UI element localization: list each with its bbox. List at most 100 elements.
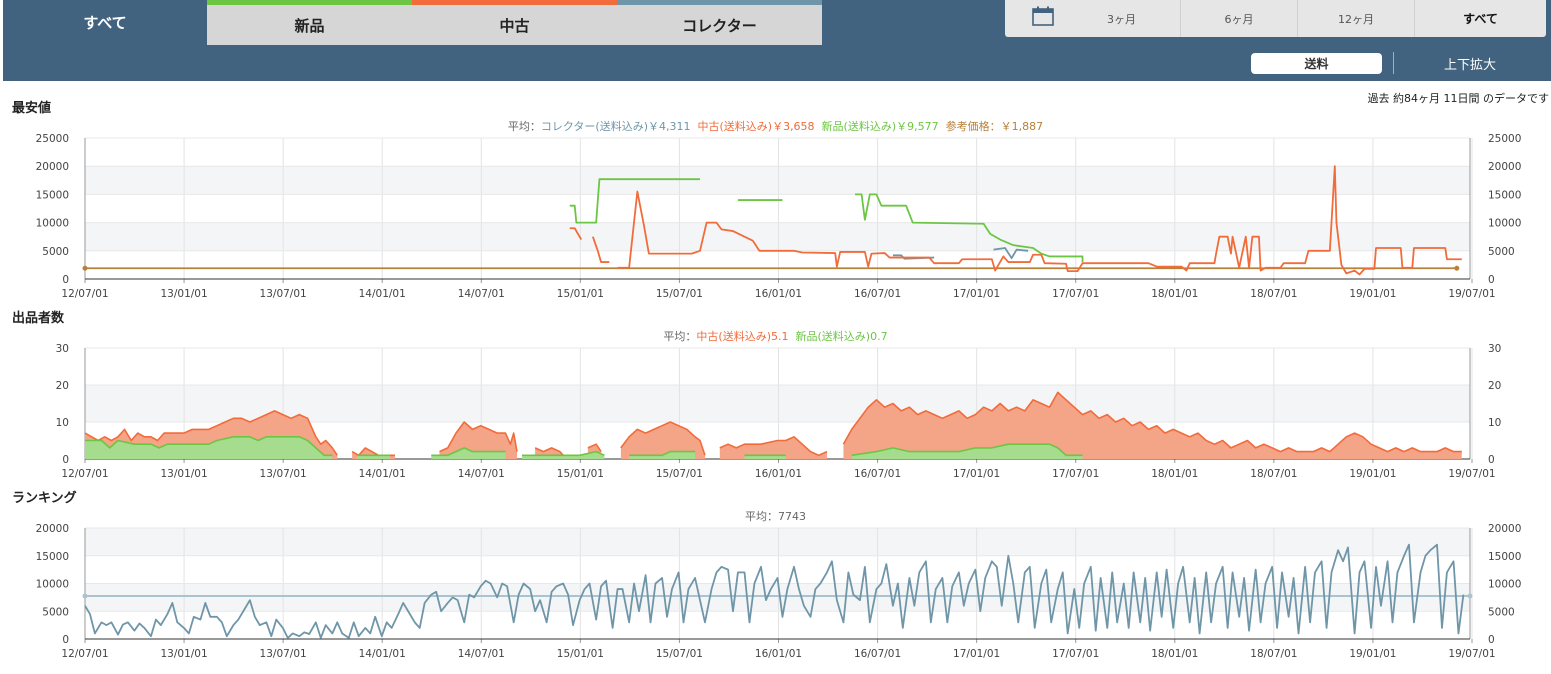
ranking-x-tick-label: 13/01/01 (160, 648, 207, 660)
price-x-tick-label: 12/07/01 (61, 288, 108, 300)
shipping-fee-button[interactable]: 送料 (1251, 53, 1382, 74)
period-all-label: すべて (1463, 12, 1498, 26)
sellers-x-tick-label: 18/01/01 (1151, 468, 1198, 480)
reference-price-dot (1454, 265, 1460, 271)
ranking-x-tick-label: 19/07/01 (1448, 648, 1495, 660)
sellers-series-0-line (439, 421, 518, 453)
period-3m-label: 3ヶ月 (1107, 12, 1136, 26)
ranking-average-dot (1467, 593, 1473, 599)
ranking-avg-value: 7743 (778, 510, 806, 523)
price-y-tick-label-right: 15000 (1488, 189, 1521, 201)
sellers-y-tick-label-left: 10 (56, 417, 69, 429)
sellers-series-0-area (85, 410, 338, 459)
sellers-series-0-line (620, 421, 706, 456)
sellers-x-tick-label: 17/01/01 (953, 468, 1000, 480)
period-12m-label: 12ヶ月 (1338, 12, 1374, 26)
sellers-x-tick-label: 18/07/01 (1250, 468, 1297, 480)
price-chart-group: 12/07/01 13/01/01 13/07/01 14/01/01 14/07/01… (36, 133, 1522, 300)
sellers-x-tick-label: 13/01/01 (160, 468, 207, 480)
tab-all[interactable]: すべて (3, 0, 207, 45)
sellers-series-0-area (386, 455, 395, 459)
sellers-section-title: 出品者数 (12, 311, 65, 326)
sellers-series-1-area (357, 455, 391, 459)
price-y-tick-label-right: 25000 (1488, 133, 1521, 145)
sellers-series-0-line (842, 391, 1462, 453)
sellers-avg-new: 新品(送料込み)0.7 (795, 330, 888, 343)
period-12m[interactable]: 12ヶ月 (1297, 0, 1414, 37)
ranking-x-tick-label: 15/07/01 (656, 648, 703, 660)
sellers-series-1-line (629, 450, 696, 457)
price-avg-prefix: 平均： (507, 120, 541, 133)
ranking-y-tick-label-right: 0 (1488, 634, 1495, 646)
ranking-band (85, 583, 1470, 612)
sellers-x-tick-label: 13/07/01 (260, 468, 307, 480)
ranking-x-tick-label: 12/07/01 (61, 648, 108, 660)
ranking-avg-prefix: 平均： (745, 510, 778, 523)
ranking-x-tick-label: 18/07/01 (1250, 648, 1297, 660)
sellers-y-tick-label-left: 20 (56, 380, 69, 392)
ranking-x-tick-label: 17/01/01 (953, 648, 1000, 660)
sellers-x-tick-label: 12/07/01 (61, 468, 108, 480)
sellers-series-1-area (85, 436, 333, 459)
sellers-series-1-area (744, 455, 786, 459)
price-x-tick-label: 16/01/01 (755, 288, 802, 300)
reference-price-dot (82, 265, 88, 271)
sellers-average-line: 平均：中古(送料込み)5.1 新品(送料込み)0.7 (0, 328, 1551, 344)
price-x-tick-label: 14/01/01 (359, 288, 406, 300)
ranking-y-tick-label-left: 15000 (36, 551, 69, 563)
price-x-tick-label: 18/07/01 (1250, 288, 1297, 300)
ranking-average-line: 平均：7743 (0, 508, 1551, 524)
tab-collector[interactable]: コレクター (617, 0, 822, 45)
ranking-y-tick-label-left: 10000 (36, 579, 69, 591)
price-x-tick-label: 15/07/01 (656, 288, 703, 300)
sellers-series-1-area (629, 451, 696, 459)
ranking-y-tick-label-left: 20000 (36, 523, 69, 535)
price-y-tick-label-left: 0 (62, 274, 69, 286)
sellers-series-0-area (439, 422, 517, 459)
price-y-tick-label-left: 5000 (42, 246, 69, 258)
tab-new-label: 新品 (294, 16, 325, 35)
sellers-x-tick-label: 16/01/01 (755, 468, 802, 480)
period-6m[interactable]: 6ヶ月 (1180, 0, 1297, 37)
price-avg-reference: 参考価格：￥1,887 (945, 120, 1044, 133)
price-x-tick-label: 16/07/01 (854, 288, 901, 300)
period-3m[interactable]: 3ヶ月 (1063, 0, 1180, 37)
price-x-tick-label: 19/07/01 (1448, 288, 1495, 300)
tab-used[interactable]: 中古 (412, 0, 617, 45)
price-band (85, 166, 1470, 195)
price-series-3-line (569, 227, 583, 240)
sellers-series-0-area (719, 436, 827, 459)
ranking-y-tick-label-left: 5000 (42, 606, 69, 618)
sellers-x-tick-label: 16/07/01 (854, 468, 901, 480)
tab-new[interactable]: 新品 (207, 0, 412, 45)
ranking-x-tick-label: 13/07/01 (260, 648, 307, 660)
ranking-x-tick-label: 17/07/01 (1052, 648, 1099, 660)
price-y-tick-label-right: 10000 (1488, 218, 1521, 230)
tab-all-label: すべて (83, 14, 127, 32)
price-x-tick-label: 17/01/01 (953, 288, 1000, 300)
sellers-series-0-area (352, 447, 379, 459)
sellers-x-tick-label: 19/07/01 (1448, 468, 1495, 480)
ranking-x-tick-label: 16/07/01 (854, 648, 901, 660)
vertical-zoom-button[interactable]: 上下拡大 (1443, 58, 1496, 73)
price-series-3-line (617, 165, 1462, 276)
price-x-tick-label: 13/07/01 (260, 288, 307, 300)
sellers-series-1-line (521, 450, 605, 457)
data-range-note: 過去 約84ヶ月 11日間 のデータです (1367, 92, 1549, 105)
price-x-tick-label: 13/01/01 (160, 288, 207, 300)
sellers-series-0-area (620, 422, 705, 459)
calendar-icon[interactable] (1032, 6, 1054, 26)
ranking-chart-group: 12/07/01 13/01/01 13/07/01 14/01/01 14/07/01… (36, 523, 1522, 660)
ranking-x-tick-label: 15/01/01 (557, 648, 604, 660)
ranking-average-dot (82, 593, 88, 599)
price-y-tick-label-left: 20000 (36, 161, 69, 173)
sellers-x-tick-label: 15/07/01 (656, 468, 703, 480)
period-all[interactable]: すべて (1414, 0, 1546, 37)
price-avg-new: 新品(送料込み)￥9,577 (821, 120, 939, 133)
ranking-y-tick-label-right: 15000 (1488, 551, 1521, 563)
ranking-y-tick-label-right: 20000 (1488, 523, 1521, 535)
ranking-x-tick-label: 16/01/01 (755, 648, 802, 660)
price-average-line: 平均：コレクター(送料込み)￥4,311 中古(送料込み)￥3,658 新品(送… (0, 118, 1551, 134)
ranking-y-tick-label-left: 0 (62, 634, 69, 646)
sellers-chart-group: 12/07/01 13/01/01 13/07/01 14/01/01 14/07/01… (56, 343, 1502, 480)
